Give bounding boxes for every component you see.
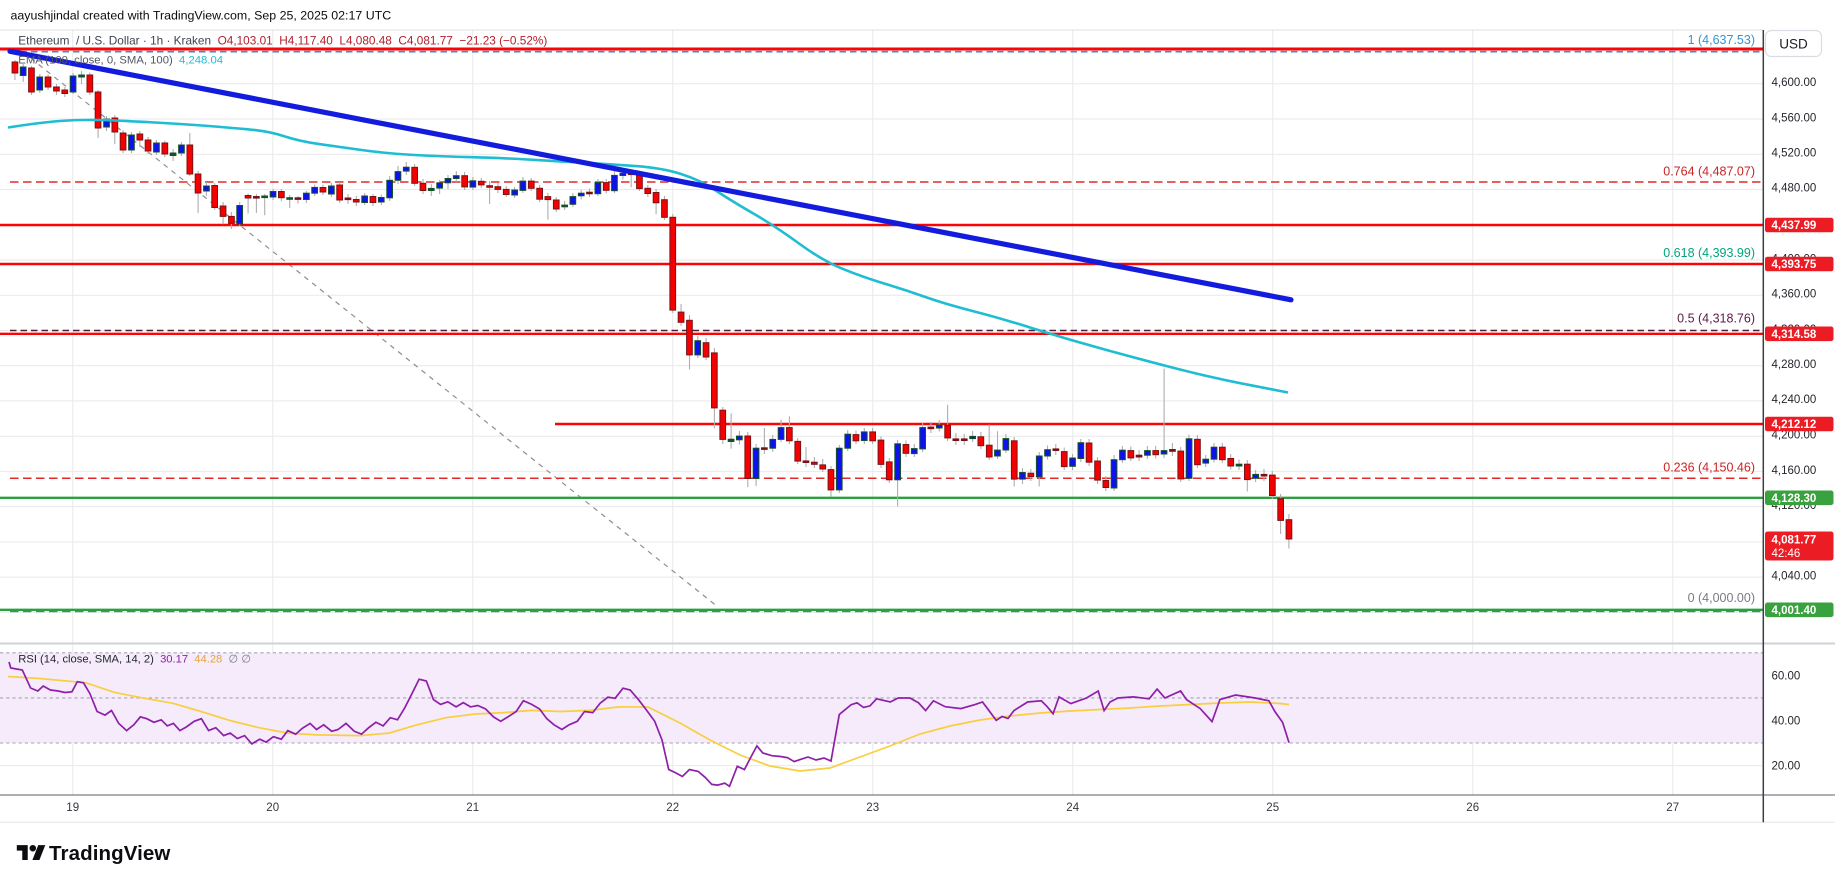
svg-text:4,212.12: 4,212.12 <box>1772 419 1817 431</box>
svg-text:aayushjindal created with Trad: aayushjindal created with TradingView.co… <box>11 9 392 23</box>
svg-text:USD: USD <box>1779 37 1808 52</box>
svg-text:4,560.00: 4,560.00 <box>1772 112 1817 124</box>
svg-text:EMA (100, close, 0, SMA, 100): EMA (100, close, 0, SMA, 100) 4,248.04 <box>18 55 223 67</box>
svg-text:22: 22 <box>666 802 679 814</box>
svg-text:4,437.99: 4,437.99 <box>1772 220 1817 232</box>
svg-text:1 (4,637.53): 1 (4,637.53) <box>1688 33 1755 47</box>
svg-text:0.618 (4,393.99): 0.618 (4,393.99) <box>1663 246 1755 260</box>
svg-text:0.764 (4,487.07): 0.764 (4,487.07) <box>1663 165 1755 179</box>
svg-text:23: 23 <box>866 802 879 814</box>
svg-text:26: 26 <box>1466 802 1479 814</box>
svg-text:21: 21 <box>466 802 479 814</box>
svg-text:4,520.00: 4,520.00 <box>1772 148 1817 160</box>
svg-text:40.00: 40.00 <box>1772 716 1801 728</box>
svg-text:4,001.40: 4,001.40 <box>1772 605 1817 617</box>
svg-text:4,393.75: 4,393.75 <box>1772 259 1817 271</box>
svg-text:4,200.00: 4,200.00 <box>1772 430 1817 442</box>
svg-text:4,280.00: 4,280.00 <box>1772 359 1817 371</box>
svg-text:27: 27 <box>1666 802 1679 814</box>
svg-text:TradingView: TradingView <box>49 842 170 865</box>
svg-text:4,240.00: 4,240.00 <box>1772 394 1817 406</box>
svg-text:4,314.58: 4,314.58 <box>1772 329 1817 341</box>
svg-text:19: 19 <box>66 802 79 814</box>
svg-text:4,360.00: 4,360.00 <box>1772 289 1817 301</box>
svg-text:0.5 (4,318.76): 0.5 (4,318.76) <box>1677 312 1755 326</box>
svg-text:60.00: 60.00 <box>1772 670 1801 682</box>
svg-text:4,120.00: 4,120.00 <box>1772 500 1817 512</box>
svg-text:Ethereum / U.S. Dollar · 1h ·: Ethereum / U.S. Dollar · 1h · Kraken O4,… <box>18 33 547 47</box>
svg-text:4,160.00: 4,160.00 <box>1772 465 1817 477</box>
svg-text:4,081.77: 4,081.77 <box>1772 535 1817 547</box>
svg-text:4,128.30: 4,128.30 <box>1772 493 1817 505</box>
svg-text:4,040.00: 4,040.00 <box>1772 571 1817 583</box>
svg-text:20: 20 <box>266 802 279 814</box>
svg-text:42:46: 42:46 <box>1772 548 1801 560</box>
svg-text:24: 24 <box>1066 802 1079 814</box>
svg-text:4,480.00: 4,480.00 <box>1772 183 1817 195</box>
svg-text:4,600.00: 4,600.00 <box>1772 77 1817 89</box>
svg-text:0 (4,000.00): 0 (4,000.00) <box>1688 591 1755 605</box>
svg-text:20.00: 20.00 <box>1772 761 1801 773</box>
svg-text:0.236 (4,150.46): 0.236 (4,150.46) <box>1663 461 1755 475</box>
svg-text:RSI (14, close, SMA, 14, 2) 3: RSI (14, close, SMA, 14, 2) 30.17 44.28 … <box>18 654 251 666</box>
svg-text:25: 25 <box>1266 802 1279 814</box>
